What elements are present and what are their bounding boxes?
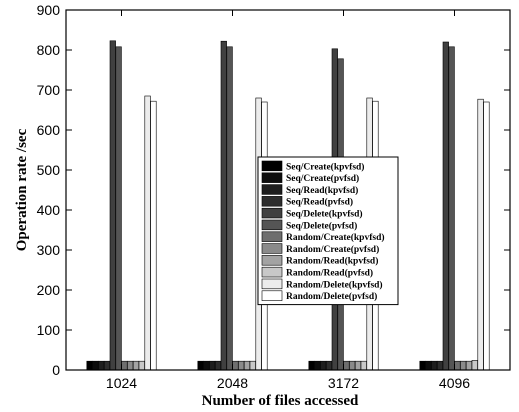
y-tick-label: 500 <box>37 162 61 178</box>
bar-5-4096 <box>442 41 449 371</box>
bar-7-3172 <box>343 360 350 371</box>
y-tick-label: 600 <box>37 122 61 138</box>
legend-label: Random/Create(pvfsd) <box>286 244 379 255</box>
bar-7-4096 <box>454 360 461 371</box>
legend-label: Seq/Read(kpvfsd) <box>286 185 358 196</box>
bar-10-2048 <box>249 360 256 371</box>
legend-swatch <box>261 219 283 231</box>
x-axis: 1024 2048 3172 4096 <box>106 10 470 391</box>
bar-9-2048 <box>243 360 251 371</box>
legend-swatch <box>261 207 283 219</box>
legend-label: Random/Delete(kpvfsd) <box>286 279 383 290</box>
legend-swatch <box>261 243 283 254</box>
legend-swatch <box>261 255 283 266</box>
bar-4-2048 <box>214 360 222 371</box>
legend-label: Seq/Delete(pvfsd) <box>286 220 357 231</box>
bar-3-4096 <box>431 360 438 371</box>
bar-6-4096 <box>448 46 455 371</box>
bar-11-4096 <box>477 98 484 371</box>
legend-swatch <box>261 160 283 172</box>
bar-5-2048 <box>220 40 227 371</box>
bar-8-1024 <box>127 360 134 371</box>
bar-8-3172 <box>349 360 356 371</box>
legend-label: Seq/Delete(kpvfsd) <box>286 209 363 220</box>
bar-3-2048 <box>209 360 216 371</box>
x-axis-title: Number of files accessed <box>202 393 359 409</box>
x-tick-label: 3172 <box>328 375 359 391</box>
bar-10-4096 <box>471 360 478 371</box>
bar-8-2048 <box>238 360 245 371</box>
bar-4-1024 <box>103 360 111 371</box>
y-tick-label: 700 <box>37 82 61 98</box>
y-axis: 0 100 200 300 400 500 600 700 800 900 <box>37 2 510 378</box>
legend-label: Seq/Read(pvfsd) <box>286 197 353 208</box>
bar-5-1024 <box>109 40 116 371</box>
y-axis-title: Operation rate /sec <box>14 128 30 251</box>
legend-label: Seq/Create(kpvfsd) <box>286 161 364 172</box>
y-tick-label: 900 <box>37 2 61 18</box>
bar-6-1024 <box>115 46 122 371</box>
legend-label: Random/Read(kpvfsd) <box>286 256 378 267</box>
bar-1-2048 <box>197 360 204 371</box>
bar-4-3172 <box>325 360 333 371</box>
y-tick-label: 800 <box>37 42 61 58</box>
y-tick-label: 100 <box>37 322 61 338</box>
bar-3-1024 <box>98 360 105 371</box>
legend-label: Random/Delete(pvfsd) <box>286 291 377 302</box>
bar-1-4096 <box>419 360 426 371</box>
bar-12-1024 <box>150 100 157 371</box>
y-tick-label: 300 <box>37 242 61 258</box>
legend-label: Seq/Create(pvfsd) <box>286 173 359 184</box>
bar-10-1024 <box>138 360 145 371</box>
bar-2-3172 <box>314 360 321 371</box>
legend-label: Random/Read(pvfsd) <box>286 268 373 279</box>
bar-9-4096 <box>465 360 473 371</box>
legend-swatch <box>261 278 283 290</box>
x-tick-label: 1024 <box>106 375 137 391</box>
bar-2-4096 <box>425 360 432 371</box>
legend-swatch <box>261 184 283 195</box>
plot-area-frame <box>65 9 511 371</box>
legend-swatch <box>261 266 283 278</box>
bar-1-3172 <box>308 360 315 371</box>
legend-label: Random/Create(kpvfsd) <box>286 232 385 243</box>
y-tick-label: 0 <box>52 362 60 378</box>
bar-3-3172 <box>320 360 327 371</box>
bar-8-4096 <box>460 360 467 371</box>
bar-4-4096 <box>436 360 444 371</box>
bar-9-1024 <box>132 360 140 371</box>
x-tick-label: 4096 <box>439 375 470 391</box>
bar-6-2048 <box>226 46 233 371</box>
x-tick-label: 2048 <box>217 375 248 391</box>
bar-12-4096 <box>483 101 490 371</box>
bar-7-1024 <box>121 360 128 371</box>
legend-swatch <box>261 172 283 183</box>
y-tick-label: 400 <box>37 202 61 218</box>
bar-9-3172 <box>354 360 362 371</box>
bar-2-1024 <box>92 360 99 371</box>
bar-10-3172 <box>360 360 367 371</box>
y-tick-label: 200 <box>37 282 61 298</box>
bar-2-2048 <box>203 360 210 371</box>
bar-1-1024 <box>86 360 93 371</box>
bar-7-2048 <box>232 360 239 371</box>
legend-swatch <box>261 290 283 301</box>
legend-swatch <box>261 231 283 242</box>
legend-swatch <box>261 196 283 207</box>
bar-11-1024 <box>144 95 151 371</box>
legend: Seq/Create(kpvfsd)Seq/Create(pvfsd)Seq/R… <box>257 156 399 306</box>
